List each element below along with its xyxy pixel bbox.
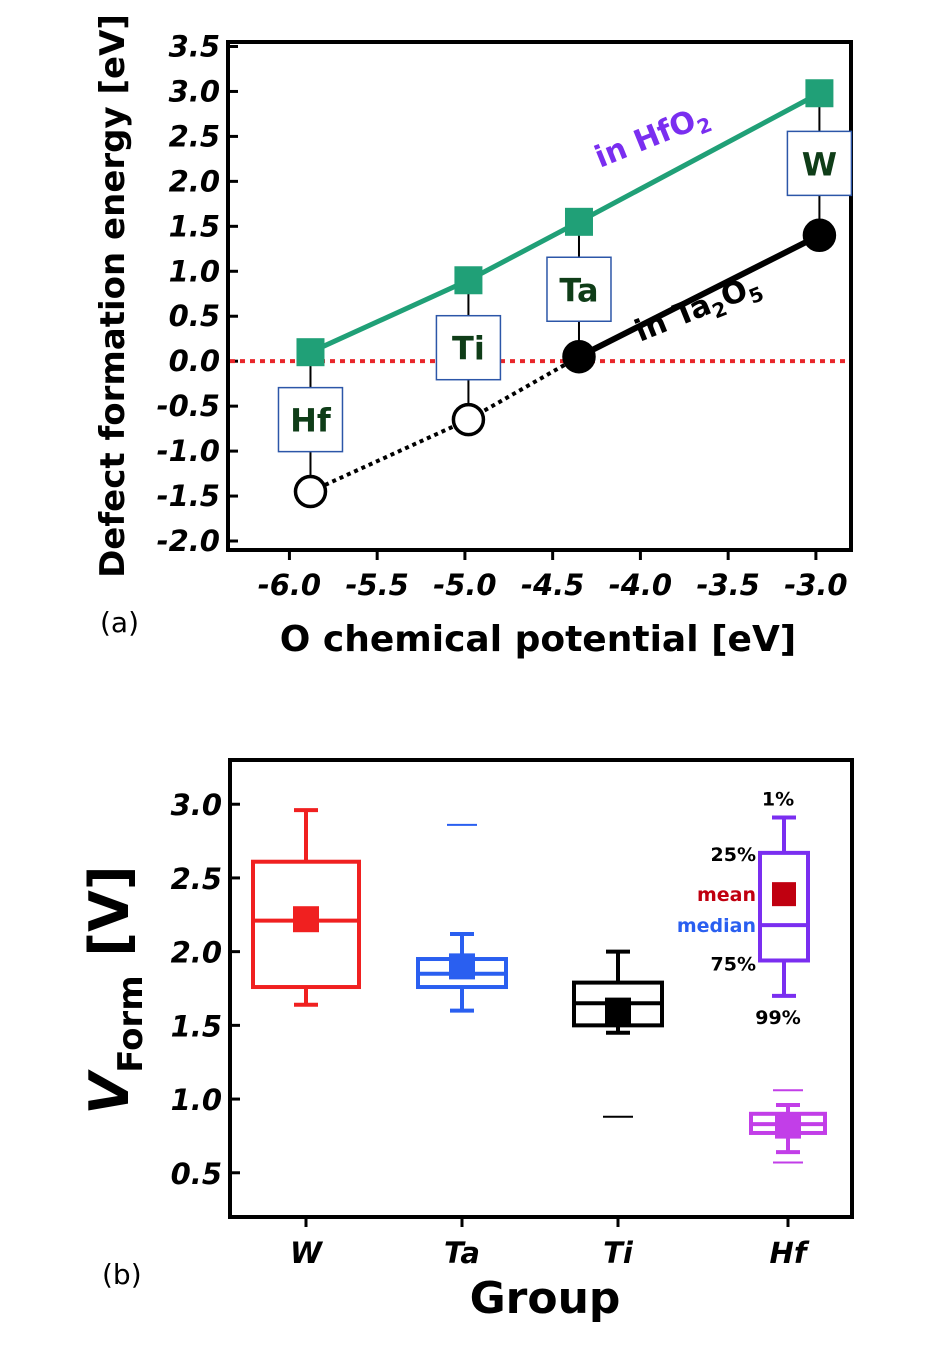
series-label-in-ta2o5: in Ta2O5 bbox=[630, 267, 767, 353]
data-point-in-hfo2 bbox=[296, 338, 325, 367]
panel-a-chart: -2.0 -1.5 -1.0 -0.5 0.0 0.5 1.0 1.5 2.0 2.5 3.0 3.5… bbox=[93, 14, 853, 660]
panel-b-y-ticks: 0.5 1.0 1.5 2.0 2.5 3.0 bbox=[171, 788, 240, 1191]
data-point-in-ta2o5 bbox=[451, 402, 486, 437]
data-point-in-ta2o5 bbox=[562, 339, 596, 374]
panel-a-y-tick-label: -2.0 bbox=[157, 524, 220, 558]
panel-b-y-tick-label: 1.5 bbox=[171, 1009, 222, 1043]
panel-a-y-tick-label: 1.0 bbox=[169, 254, 220, 288]
panel-b-y-axis-label-main: V bbox=[78, 1069, 141, 1115]
element-label-w: W bbox=[802, 145, 837, 183]
panel-a-x-tick-label: -5.5 bbox=[345, 568, 408, 602]
panel-b-y-tick-label: 0.5 bbox=[171, 1157, 222, 1191]
panel-b-chart: 0.5 1.0 1.5 2.0 2.5 3.0 W Ta Ti Hf 1% 25% mean medi… bbox=[78, 758, 854, 1324]
panel-a-y-tick-label: 1.5 bbox=[169, 209, 220, 243]
panel-b-x-ticks: W Ta Ti Hf bbox=[290, 1217, 810, 1270]
panel-b-plot-frame bbox=[228, 758, 854, 1219]
panel-b-x-tick-label: Hf bbox=[770, 1236, 810, 1270]
box-hf-mean-marker bbox=[775, 1112, 801, 1139]
panel-a-x-tick-label: -4.0 bbox=[609, 568, 672, 602]
legend-label-mean: mean bbox=[697, 884, 756, 906]
legend-iqr-box bbox=[758, 850, 810, 963]
panel-a-y-tick-label: 0.0 bbox=[169, 344, 220, 378]
panel-a-y-ticks: -2.0 -1.5 -1.0 -0.5 0.0 0.5 1.0 1.5 2.0 2.5 3.0 3.5 bbox=[157, 29, 238, 558]
panel-b-x-tick-label: Ti bbox=[603, 1236, 634, 1270]
panel-b-label: (b) bbox=[102, 1258, 142, 1291]
panel-a-x-ticks: -6.0 -5.5 -5.0 -4.5 -4.0 -3.5 -3.0 bbox=[258, 550, 848, 602]
data-point-in-hfo2 bbox=[805, 79, 834, 108]
panel-a-plot-frame bbox=[226, 40, 853, 552]
element-label-box-ta bbox=[546, 256, 612, 323]
panel-a-y-tick-label: -1.5 bbox=[157, 479, 220, 513]
panel-a-series bbox=[293, 79, 837, 509]
panel-b-y-tick-label: 2.0 bbox=[171, 936, 222, 970]
panel-a-x-tick-label: -6.0 bbox=[258, 568, 321, 602]
panel-b-y-tick-label: 3.0 bbox=[171, 788, 222, 822]
element-label-box-w bbox=[786, 130, 853, 197]
panel-a-x-axis-label: O chemical potential [eV] bbox=[280, 619, 797, 660]
box-ta-mean-marker bbox=[449, 953, 475, 980]
element-label-ti: Ti bbox=[452, 330, 485, 368]
panel-a-x-tick-label: -3.5 bbox=[696, 568, 759, 602]
panel-a-y-tick-label: 3.0 bbox=[169, 74, 220, 108]
series-label-in-hfo2: in HfO2 bbox=[590, 98, 716, 179]
panel-a-label: (a) bbox=[100, 606, 139, 639]
series-label-in-ta2o5-main: in Ta bbox=[630, 287, 716, 349]
panel-b-boxes bbox=[251, 808, 827, 1164]
box-ti-mean-marker bbox=[605, 997, 631, 1024]
panel-a-element-labels: Hf Ti Ta W bbox=[277, 130, 853, 453]
panel-a-y-tick-label: 2.5 bbox=[169, 119, 220, 153]
panel-a-y-tick-label: -0.5 bbox=[157, 389, 220, 423]
legend-label-p25: 25% bbox=[711, 844, 756, 866]
panel-b-x-axis-label: Group bbox=[470, 1273, 621, 1324]
legend-label-p1: 1% bbox=[762, 788, 794, 810]
element-label-ta: Ta bbox=[559, 271, 598, 309]
panel-b-y-axis-label-unit: [V] bbox=[78, 865, 141, 975]
panel-b-y-axis-label-subscript: Form bbox=[111, 975, 151, 1072]
data-point-in-hfo2 bbox=[454, 266, 483, 295]
legend-label-p75: 75% bbox=[711, 953, 756, 975]
panel-b-y-tick-label: 2.5 bbox=[171, 862, 222, 896]
panel-b-y-axis-label: VForm [V] bbox=[78, 865, 151, 1114]
series-line-in-hfo2 bbox=[309, 91, 821, 355]
panel-b-x-tick-label: W bbox=[290, 1236, 324, 1270]
panel-a-y-tick-label: 3.5 bbox=[169, 29, 220, 63]
panel-a-x-tick-label: -5.0 bbox=[433, 568, 496, 602]
panel-b-y-tick-label: 1.0 bbox=[171, 1083, 222, 1117]
box-w-mean-marker bbox=[293, 906, 319, 933]
data-point-in-ta2o5 bbox=[293, 474, 328, 509]
legend-mean-marker bbox=[772, 882, 796, 907]
data-point-in-hfo2 bbox=[564, 207, 593, 236]
element-label-hf: Hf bbox=[290, 402, 332, 440]
element-label-box-ti bbox=[435, 314, 502, 381]
box-w-iqr bbox=[251, 859, 361, 990]
panel-a-y-axis-label: Defect formation energy [eV] bbox=[93, 14, 133, 578]
element-label-box-hf bbox=[277, 386, 344, 453]
legend-label-p99: 99% bbox=[755, 1007, 800, 1029]
data-point-in-ta2o5 bbox=[802, 218, 837, 253]
panel-a-x-tick-label: -3.0 bbox=[784, 568, 847, 602]
panel-a-x-tick-label: -4.5 bbox=[521, 568, 584, 602]
panel-b-legend-box: 1% 25% mean median 75% 99% bbox=[677, 788, 810, 1029]
legend-label-median: median bbox=[677, 915, 756, 937]
series-line-in-ta2o5-dotted bbox=[309, 354, 580, 494]
panel-a-y-tick-label: -1.0 bbox=[157, 434, 220, 468]
series-line-in-ta2o5-solid bbox=[577, 232, 821, 360]
panel-a-y-tick-label: 0.5 bbox=[169, 299, 220, 333]
panel-b-x-tick-label: Ta bbox=[444, 1236, 480, 1270]
panel-a-y-tick-label: 2.0 bbox=[169, 164, 220, 198]
